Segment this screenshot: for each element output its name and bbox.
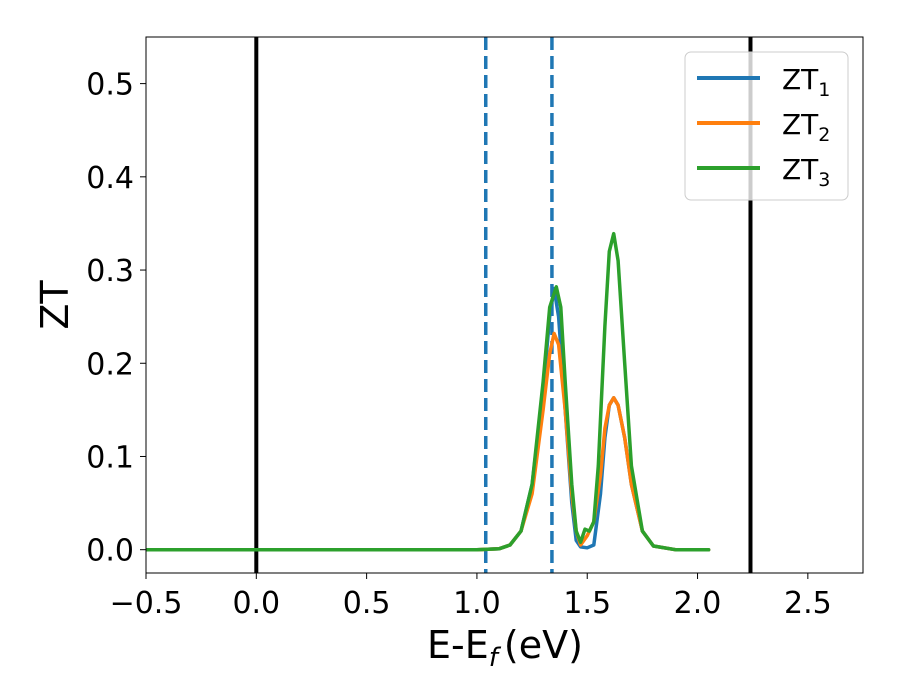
- legend-box: [684, 51, 849, 201]
- x-tick-label: 1.5: [563, 586, 611, 621]
- y-axis-label: ZT: [33, 280, 77, 330]
- y-tick-label: 0.5: [86, 68, 134, 103]
- x-tick-label: 1.0: [453, 586, 501, 621]
- x-axis-label-subscript: f: [489, 643, 502, 673]
- x-tick-label: 2.0: [674, 586, 722, 621]
- legend-entries: ZT1 ZT2 ZT3: [697, 63, 830, 191]
- x-tick-label: 0.5: [343, 586, 391, 621]
- series-line-3: [146, 231, 711, 552]
- legend-label: ZT2: [782, 108, 830, 146]
- legend-label: ZT3: [782, 153, 830, 191]
- x-axis-label: E-Ef (eV): [427, 623, 583, 673]
- x-tick-label: 2.5: [784, 586, 832, 621]
- x-axis-ticks: −0.5 0.0 0.5 1.0 1.5 2.0 2.5: [110, 573, 832, 621]
- y-tick-label: 0.1: [86, 440, 134, 475]
- series-lines: [146, 231, 711, 552]
- y-tick-label: 0.3: [86, 254, 134, 289]
- y-tick-label: 0.4: [86, 161, 134, 196]
- x-axis-label-main: E-E: [427, 623, 489, 667]
- x-axis-label-unit: (eV): [504, 623, 583, 667]
- plot-frame: [145, 36, 864, 574]
- legend-label: ZT1: [782, 63, 830, 101]
- y-axis-ticks: 0.0 0.1 0.2 0.3 0.4 0.5: [86, 68, 146, 569]
- legend: ZT1 ZT2 ZT3: [684, 51, 849, 201]
- x-tick-label: −0.5: [110, 586, 183, 621]
- x-tick-label: 0.0: [232, 586, 280, 621]
- y-tick-label: 0.0: [86, 534, 134, 569]
- y-tick-label: 0.2: [86, 347, 134, 382]
